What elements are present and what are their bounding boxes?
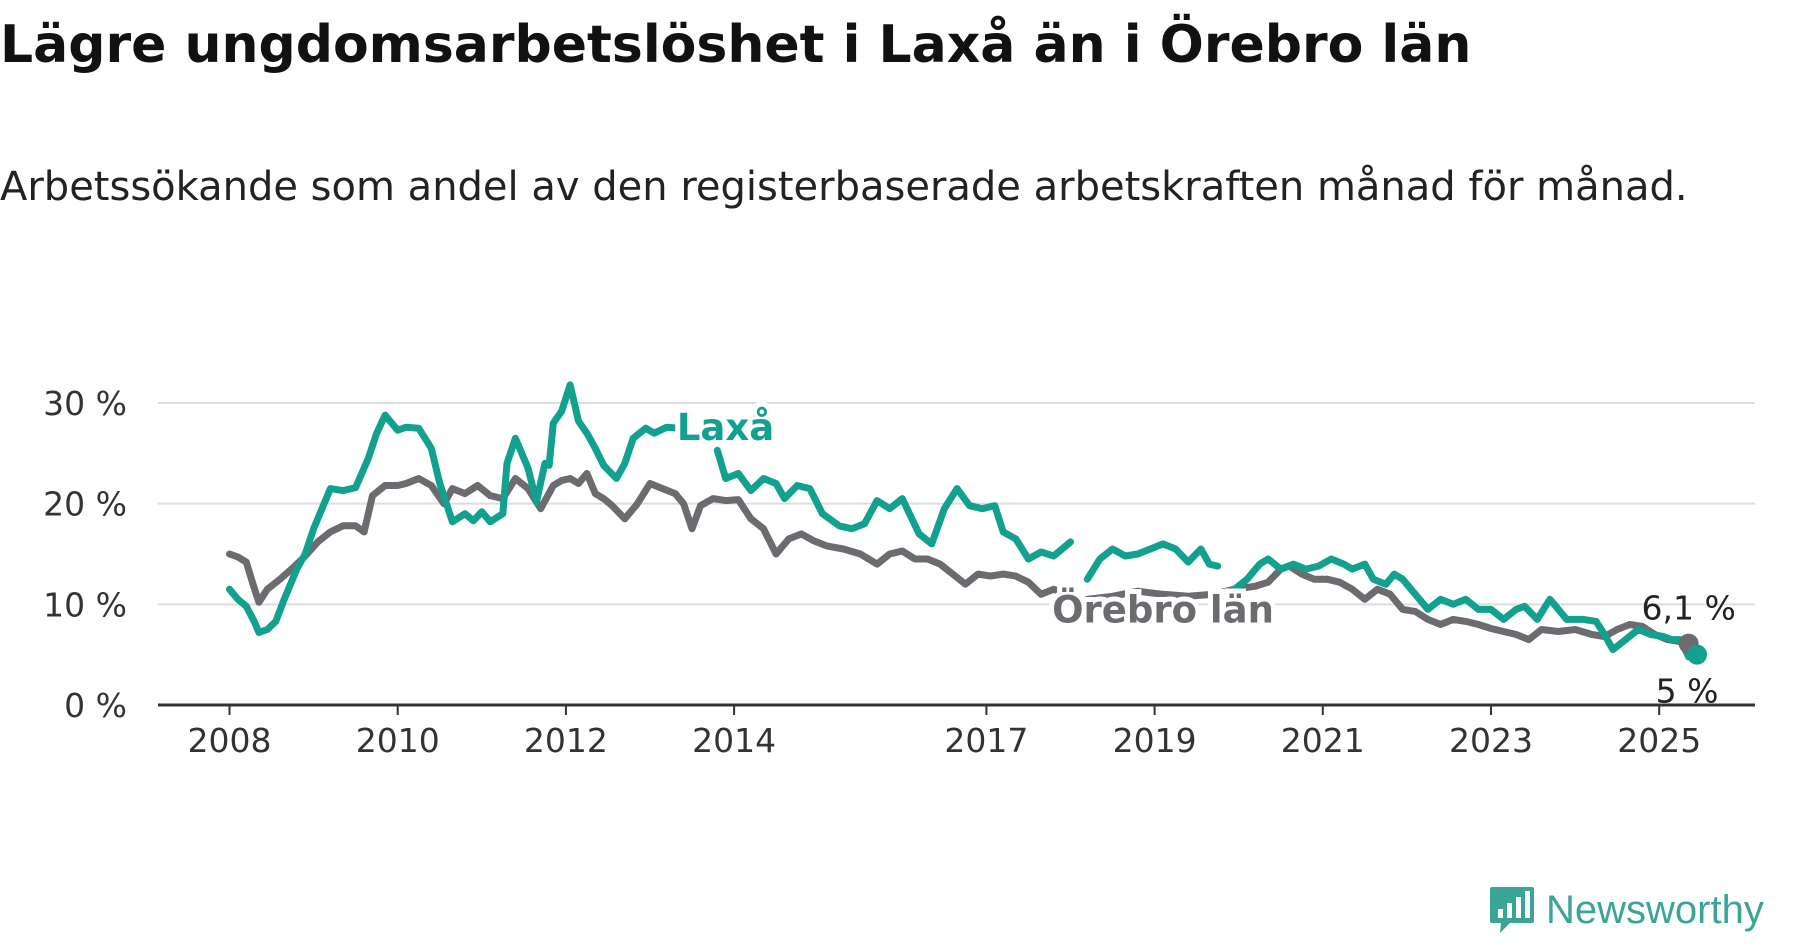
y-tick-label: 10 % [43, 585, 127, 624]
x-axis-ticks: 2008 2010 2012 2014 2017 2019 2021 2023 2025 [188, 705, 1701, 760]
chart-subtitle: Arbetssökande som andel av den registerb… [0, 164, 1688, 210]
newsworthy-logo: Newsworthy [1488, 880, 1764, 940]
y-axis-ticks: 0 % 10 % 20 % 30 % [43, 384, 127, 725]
x-tick-label: 2017 [944, 721, 1028, 760]
end-label-laxa: 5 % [1656, 672, 1719, 711]
x-tick-label: 2014 [692, 721, 776, 760]
end-point-laxa [1687, 644, 1708, 665]
y-tick-label: 0 % [64, 686, 127, 725]
x-tick-label: 2021 [1281, 721, 1365, 760]
series-line-laxa [226, 381, 1701, 661]
x-tick-label: 2008 [188, 721, 272, 760]
brand-name: Newsworthy [1546, 887, 1764, 932]
x-tick-label: 2025 [1617, 721, 1701, 760]
y-tick-label: 20 % [43, 485, 127, 524]
chart-title: Lägre ungdomsarbetslöshet i Laxå än i Ör… [0, 15, 1472, 75]
x-tick-label: 2010 [356, 721, 440, 760]
bar-chart-icon [1490, 887, 1534, 933]
series-lines [226, 381, 1701, 661]
end-label-orebro: 6,1 % [1641, 589, 1735, 628]
x-tick-label: 2023 [1449, 721, 1533, 760]
series-label-laxa: Laxå [677, 406, 774, 449]
series-label-orebro: Örebro län [1052, 587, 1274, 631]
x-tick-label: 2012 [524, 721, 608, 760]
gridlines [158, 402, 1755, 707]
x-tick-label: 2019 [1113, 721, 1197, 760]
series-labels: 6,1 % 5 % Laxå Örebro län [672, 401, 1736, 711]
y-tick-label: 30 % [43, 384, 127, 423]
